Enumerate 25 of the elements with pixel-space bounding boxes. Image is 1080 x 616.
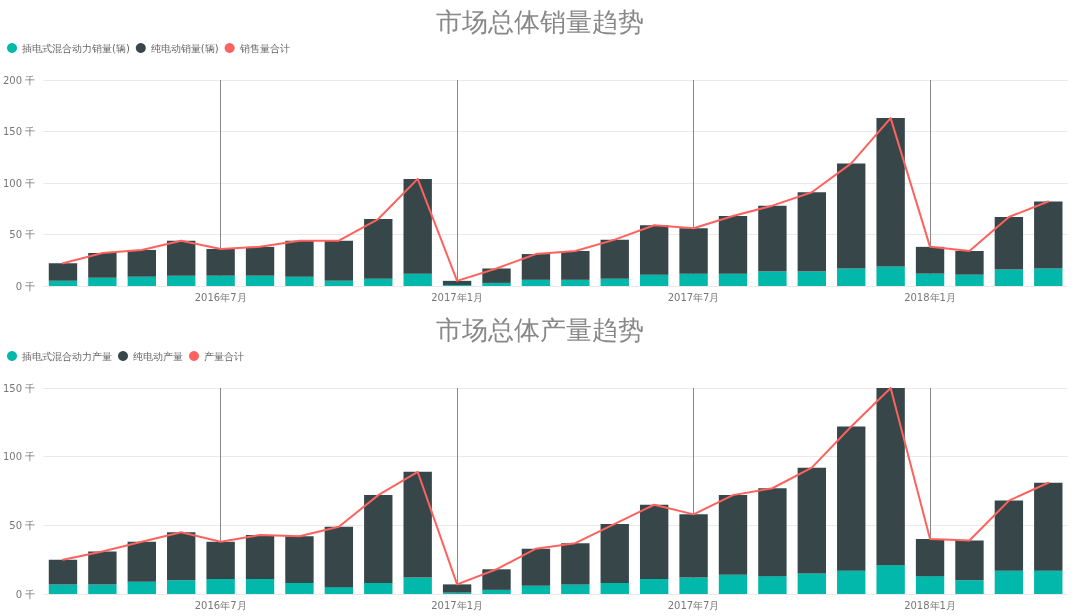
x-tick-label: 2016年7月: [194, 599, 247, 611]
legend-label: 插电式混合动力产量: [22, 350, 112, 362]
y-tick-label: 50 千: [9, 519, 36, 531]
x-tick-label: 2017年7月: [667, 599, 720, 611]
x-tick-label: 2017年1月: [431, 599, 484, 611]
legend-label: 销售量合计: [238, 42, 290, 54]
chart-title: 市场总体销量趋势: [436, 7, 644, 37]
x-tick-label: 2016年7月: [194, 291, 247, 303]
y-tick-label: 50 千: [9, 229, 36, 240]
y-tick-label: 200 千: [3, 74, 36, 86]
y-tick-label: 100 千: [3, 177, 36, 189]
x-tick-label: 2018年1月: [904, 599, 956, 611]
x-tick-label: 2017年1月: [431, 291, 484, 303]
x-tick-label: 2018年1月: [904, 291, 956, 303]
y-tick-label: 0 千: [15, 588, 36, 600]
legend-label: 插电式混合动力销量(辆): [22, 42, 130, 54]
y-tick-label: 150 千: [3, 126, 36, 137]
y-tick-label: 0 千: [15, 280, 36, 292]
legend-label: 纯电动产量: [133, 350, 183, 362]
legend-label: 产量合计: [204, 350, 244, 362]
legend-label: 纯电动销量(辆): [150, 42, 219, 54]
chart-title: 市场总体产量趋势: [436, 315, 644, 345]
y-tick-label: 100 千: [3, 451, 36, 463]
y-tick-label: 150 千: [3, 382, 36, 394]
x-tick-label: 2017年7月: [667, 291, 720, 303]
